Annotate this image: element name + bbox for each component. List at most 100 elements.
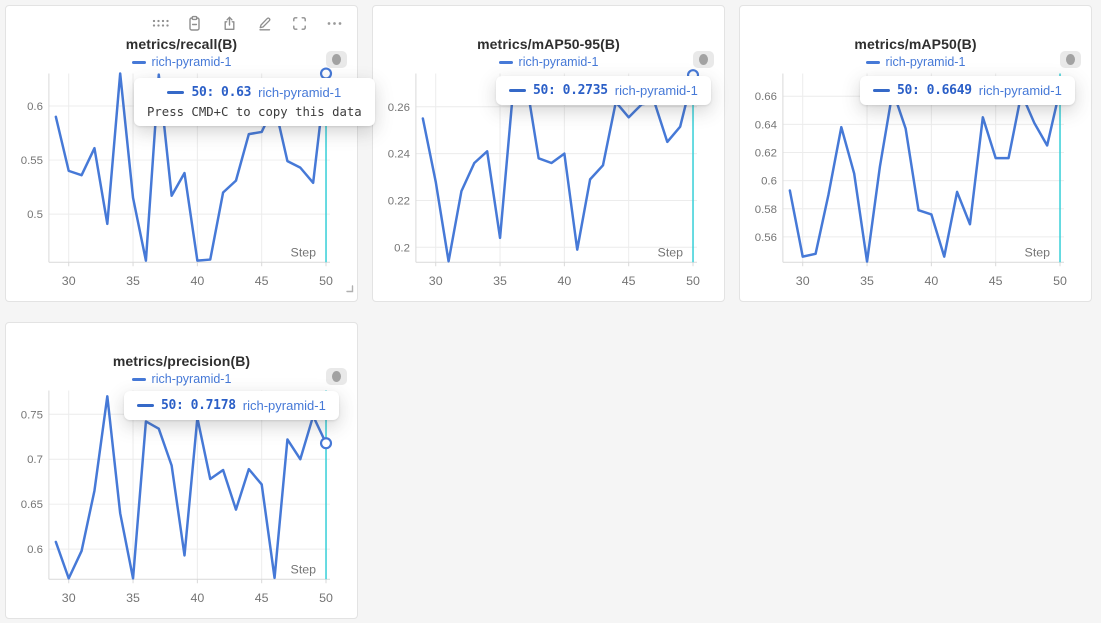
dot-icon — [699, 54, 708, 65]
svg-text:45: 45 — [989, 274, 1003, 288]
svg-text:Step: Step — [291, 562, 317, 576]
dot-icon — [332, 54, 341, 65]
dot-icon — [332, 371, 341, 382]
svg-text:35: 35 — [860, 274, 874, 288]
svg-text:0.55: 0.55 — [21, 155, 43, 167]
export-icon[interactable] — [221, 15, 239, 31]
run-visibility-toggle[interactable] — [326, 368, 347, 385]
legend-item[interactable]: rich-pyramid-1 — [865, 55, 966, 69]
svg-text:0.2: 0.2 — [394, 242, 410, 254]
chart-panel-recall: metrics/recall(B) rich-pyramid-1 0.5 0.55… — [5, 5, 375, 302]
svg-text:30: 30 — [62, 274, 76, 288]
svg-text:50: 50 — [686, 274, 700, 288]
fullscreen-icon[interactable] — [291, 15, 309, 31]
resize-handle-icon[interactable] — [344, 280, 354, 298]
line-chart[interactable]: 0.56 0.58 0.6 0.62 0.64 0.66 30 35 40 45 50 Step — [740, 6, 1091, 301]
svg-text:30: 30 — [62, 591, 76, 605]
chart-tooltip: 50: 0.2735 rich-pyramid-1 — [496, 76, 711, 105]
svg-text:0.66: 0.66 — [755, 91, 777, 103]
legend-item[interactable]: rich-pyramid-1 — [131, 372, 232, 386]
svg-text:0.22: 0.22 — [388, 195, 410, 207]
svg-text:40: 40 — [190, 591, 204, 605]
tooltip-series-swatch — [137, 404, 154, 407]
tooltip-run-name: rich-pyramid-1 — [614, 83, 698, 98]
svg-text:50: 50 — [1053, 274, 1067, 288]
legend: rich-pyramid-1 — [6, 372, 357, 386]
chart-panel-precision: metrics/precision(B) rich-pyramid-1 0.6 0… — [5, 322, 358, 619]
svg-text:Step: Step — [658, 245, 684, 259]
svg-text:50: 50 — [319, 274, 333, 288]
svg-text:0.7: 0.7 — [27, 454, 43, 466]
legend-line-swatch — [131, 60, 146, 64]
legend: rich-pyramid-1 — [6, 55, 357, 69]
line-chart[interactable]: 0.6 0.65 0.7 0.75 30 35 40 45 50 Step — [6, 323, 357, 618]
svg-text:0.75: 0.75 — [21, 409, 43, 421]
edit-icon[interactable] — [256, 15, 274, 31]
svg-text:40: 40 — [924, 274, 938, 288]
tooltip-value: 0.7178 — [190, 398, 236, 413]
legend-item[interactable]: rich-pyramid-1 — [131, 55, 231, 69]
legend: rich-pyramid-1 — [373, 55, 724, 69]
svg-text:45: 45 — [255, 591, 269, 605]
svg-text:0.64: 0.64 — [755, 119, 778, 131]
tooltip-run-name: rich-pyramid-1 — [258, 85, 342, 100]
svg-text:35: 35 — [126, 591, 140, 605]
svg-text:50: 50 — [319, 591, 333, 605]
tooltip-step: 50: — [897, 83, 920, 98]
svg-text:Step: Step — [1025, 245, 1051, 259]
svg-text:40: 40 — [557, 274, 571, 288]
tooltip-series-swatch — [873, 89, 890, 92]
tooltip-step: 50: — [191, 85, 215, 100]
chart-tooltip: 50: 0.6649 rich-pyramid-1 — [860, 76, 1075, 105]
svg-text:0.6: 0.6 — [27, 544, 43, 556]
chart-tooltip: 50: 0.7178 rich-pyramid-1 — [124, 391, 339, 420]
tooltip-step: 50: — [533, 83, 556, 98]
panel-toolbar — [151, 15, 344, 31]
svg-text:35: 35 — [126, 274, 140, 288]
line-chart[interactable]: 0.5 0.55 0.6 30 35 40 45 50 Step — [6, 6, 357, 301]
svg-text:0.58: 0.58 — [755, 204, 777, 216]
tooltip-step: 50: — [161, 398, 184, 413]
svg-text:0.5: 0.5 — [27, 209, 43, 221]
tooltip-value: 0.2735 — [562, 83, 608, 98]
svg-text:0.65: 0.65 — [21, 499, 43, 511]
drag-handle-icon[interactable] — [151, 15, 169, 31]
svg-text:0.56: 0.56 — [755, 232, 777, 244]
copy-icon[interactable] — [186, 15, 204, 31]
legend-run-label: rich-pyramid-1 — [151, 372, 232, 386]
tooltip-run-name: rich-pyramid-1 — [242, 398, 326, 413]
svg-text:0.26: 0.26 — [388, 102, 410, 114]
svg-text:Step: Step — [291, 245, 317, 259]
tooltip-run-name: rich-pyramid-1 — [978, 83, 1062, 98]
legend-run-label: rich-pyramid-1 — [518, 55, 599, 69]
legend-line-swatch — [865, 60, 880, 64]
tooltip-hint: Press CMD+C to copy this data — [147, 105, 362, 119]
legend: rich-pyramid-1 — [740, 55, 1091, 69]
svg-text:45: 45 — [255, 274, 269, 288]
svg-text:45: 45 — [622, 274, 636, 288]
chart-panel-map50-95: metrics/mAP50-95(B) rich-pyramid-1 0.2 0.… — [372, 5, 725, 302]
chart-tooltip: 50: 0.63 rich-pyramid-1 Press CMD+C to c… — [134, 78, 375, 126]
legend-run-label: rich-pyramid-1 — [885, 55, 966, 69]
tooltip-series-swatch — [509, 89, 526, 92]
run-visibility-toggle[interactable] — [693, 51, 714, 68]
legend-line-swatch — [498, 60, 513, 64]
svg-text:30: 30 — [796, 274, 810, 288]
legend-line-swatch — [131, 377, 146, 381]
more-options-icon[interactable] — [326, 15, 344, 31]
svg-text:0.6: 0.6 — [27, 101, 43, 113]
dot-icon — [1066, 54, 1075, 65]
svg-text:0.62: 0.62 — [755, 147, 777, 159]
tooltip-series-swatch — [167, 91, 185, 94]
svg-text:30: 30 — [429, 274, 443, 288]
run-visibility-toggle[interactable] — [326, 51, 347, 68]
svg-text:40: 40 — [190, 274, 204, 288]
tooltip-value: 0.63 — [221, 85, 252, 100]
chart-panel-map50: metrics/mAP50(B) rich-pyramid-1 0.56 0.58… — [739, 5, 1092, 302]
run-visibility-toggle[interactable] — [1060, 51, 1081, 68]
svg-text:0.24: 0.24 — [388, 149, 411, 161]
svg-text:35: 35 — [493, 274, 507, 288]
line-chart[interactable]: 0.2 0.22 0.24 0.26 30 35 40 45 50 Step — [373, 6, 724, 301]
legend-item[interactable]: rich-pyramid-1 — [498, 55, 599, 69]
